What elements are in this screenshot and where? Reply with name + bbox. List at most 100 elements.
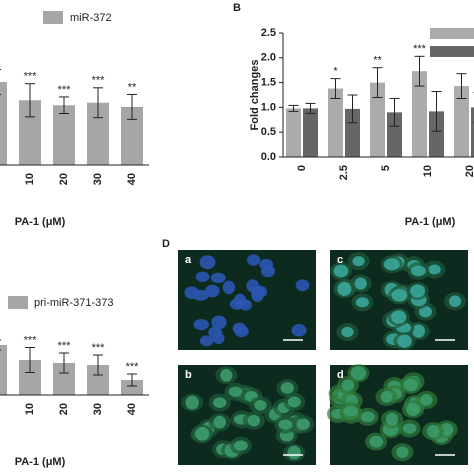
nucleus bbox=[380, 390, 393, 403]
legend-swatch bbox=[430, 28, 474, 39]
bar bbox=[370, 82, 385, 157]
nucleus bbox=[295, 279, 310, 292]
x-axis-title: PA-1 (μM) bbox=[405, 216, 456, 228]
bar bbox=[87, 102, 109, 165]
nucleus bbox=[341, 379, 355, 391]
nucleus bbox=[428, 264, 441, 275]
legend-swatch bbox=[430, 46, 474, 57]
nucleus bbox=[291, 323, 307, 337]
nucleus bbox=[228, 386, 243, 397]
bar bbox=[345, 108, 360, 157]
nucleus bbox=[211, 315, 227, 330]
nucleus bbox=[247, 414, 261, 427]
nucleus bbox=[278, 419, 293, 430]
nucleus bbox=[247, 254, 261, 266]
nucleus bbox=[360, 411, 375, 423]
bar bbox=[454, 86, 469, 157]
x-tick-label: 40 bbox=[126, 173, 138, 185]
x-tick-label: 0 bbox=[0, 403, 2, 409]
nucleus bbox=[229, 298, 245, 310]
nucleus bbox=[406, 402, 420, 416]
bar bbox=[19, 100, 41, 165]
bar bbox=[387, 112, 402, 157]
legend-swatch bbox=[43, 11, 63, 24]
nucleus bbox=[212, 332, 225, 345]
nucleus bbox=[254, 399, 267, 411]
nucleus bbox=[412, 324, 426, 338]
nucleus bbox=[184, 286, 200, 299]
nucleus bbox=[195, 271, 210, 282]
nucleus bbox=[350, 366, 367, 381]
nucleus bbox=[213, 415, 226, 429]
x-tick-label: 40 bbox=[126, 403, 138, 415]
nucleus bbox=[411, 265, 426, 277]
nucleus bbox=[199, 335, 214, 347]
x-tick-label: 2.5 bbox=[338, 165, 350, 180]
x-tick-label: 20 bbox=[464, 165, 474, 177]
significance: *** bbox=[413, 43, 427, 55]
nucleus bbox=[220, 368, 233, 382]
x-axis-title: PA-1 (μM) bbox=[15, 216, 66, 228]
bar bbox=[0, 345, 7, 395]
significance: *** bbox=[24, 334, 38, 346]
nucleus bbox=[287, 445, 301, 460]
nucleus bbox=[402, 423, 417, 434]
nucleus bbox=[396, 446, 409, 458]
x-tick-label: 10 bbox=[24, 173, 36, 185]
nucleus bbox=[204, 284, 220, 298]
bar bbox=[303, 108, 318, 157]
x-tick-label: 0 bbox=[296, 165, 308, 171]
image-label: d bbox=[337, 369, 344, 381]
x-tick-label: 0 bbox=[0, 173, 2, 179]
y-tick-label: 1.5 bbox=[261, 77, 276, 89]
y-tick-label: 0.0 bbox=[261, 151, 276, 163]
nucleus bbox=[333, 264, 349, 278]
nucleus bbox=[260, 265, 276, 278]
nucleus bbox=[234, 440, 248, 451]
legend-label: pri-miR-371-373 bbox=[34, 297, 113, 309]
bar bbox=[412, 71, 427, 157]
nucleus bbox=[343, 405, 359, 417]
nucleus bbox=[280, 382, 294, 394]
nucleus bbox=[337, 282, 352, 296]
nucleus bbox=[210, 272, 226, 284]
nucleus bbox=[448, 295, 462, 307]
image-label: c bbox=[337, 254, 343, 266]
nucleus bbox=[426, 424, 440, 438]
nucleus bbox=[418, 305, 433, 318]
panel-label: D bbox=[162, 238, 170, 250]
bar bbox=[87, 365, 109, 395]
image-label: b bbox=[185, 369, 192, 381]
significance: *** bbox=[58, 84, 72, 96]
significance: ** bbox=[373, 55, 382, 67]
bar bbox=[0, 82, 7, 165]
x-tick-label: 5 bbox=[380, 165, 392, 171]
x-axis-title: PA-1 (μM) bbox=[15, 456, 66, 468]
bar bbox=[429, 111, 444, 157]
bar bbox=[286, 108, 301, 157]
y-tick-label: 1.0 bbox=[261, 101, 276, 113]
significance: *** bbox=[92, 342, 106, 354]
nucleus bbox=[185, 395, 199, 410]
panel-label: B bbox=[233, 2, 241, 14]
legend-swatch bbox=[8, 296, 28, 309]
significance: *** bbox=[92, 75, 106, 87]
nucleus bbox=[213, 397, 227, 408]
nucleus bbox=[397, 334, 412, 348]
x-tick-label: 30 bbox=[92, 173, 104, 185]
bar bbox=[121, 106, 143, 165]
y-tick-label: 2.0 bbox=[261, 52, 276, 64]
nucleus bbox=[391, 288, 408, 302]
nucleus bbox=[287, 396, 301, 408]
bar bbox=[471, 107, 474, 157]
significance: *** bbox=[24, 71, 38, 83]
nucleus bbox=[420, 393, 433, 406]
y-axis-title: Fold changes bbox=[249, 60, 261, 131]
nucleus bbox=[383, 258, 400, 271]
nucleus bbox=[403, 378, 419, 392]
nucleus bbox=[410, 284, 426, 298]
significance: *** bbox=[58, 340, 72, 352]
nucleus bbox=[355, 297, 370, 308]
nucleus bbox=[296, 418, 310, 430]
